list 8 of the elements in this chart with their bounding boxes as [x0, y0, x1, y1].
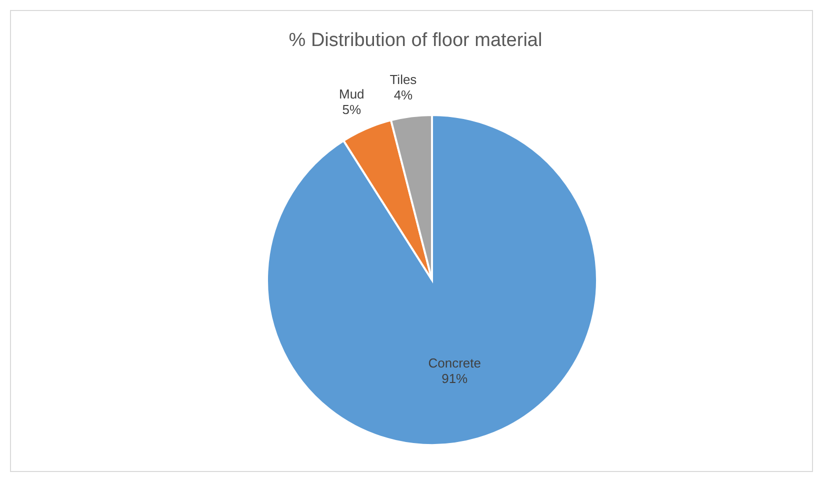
chart-title: % Distribution of floor material — [288, 30, 544, 52]
slice-label: Mud — [338, 86, 364, 102]
pie-slice — [266, 114, 598, 446]
data-label: 91% — [442, 371, 468, 386]
slice-label: Concrete — [428, 355, 481, 370]
data-label: 4% — [394, 88, 414, 103]
slice-label: Tiles — [390, 72, 418, 88]
data-label: 5% — [342, 102, 362, 117]
